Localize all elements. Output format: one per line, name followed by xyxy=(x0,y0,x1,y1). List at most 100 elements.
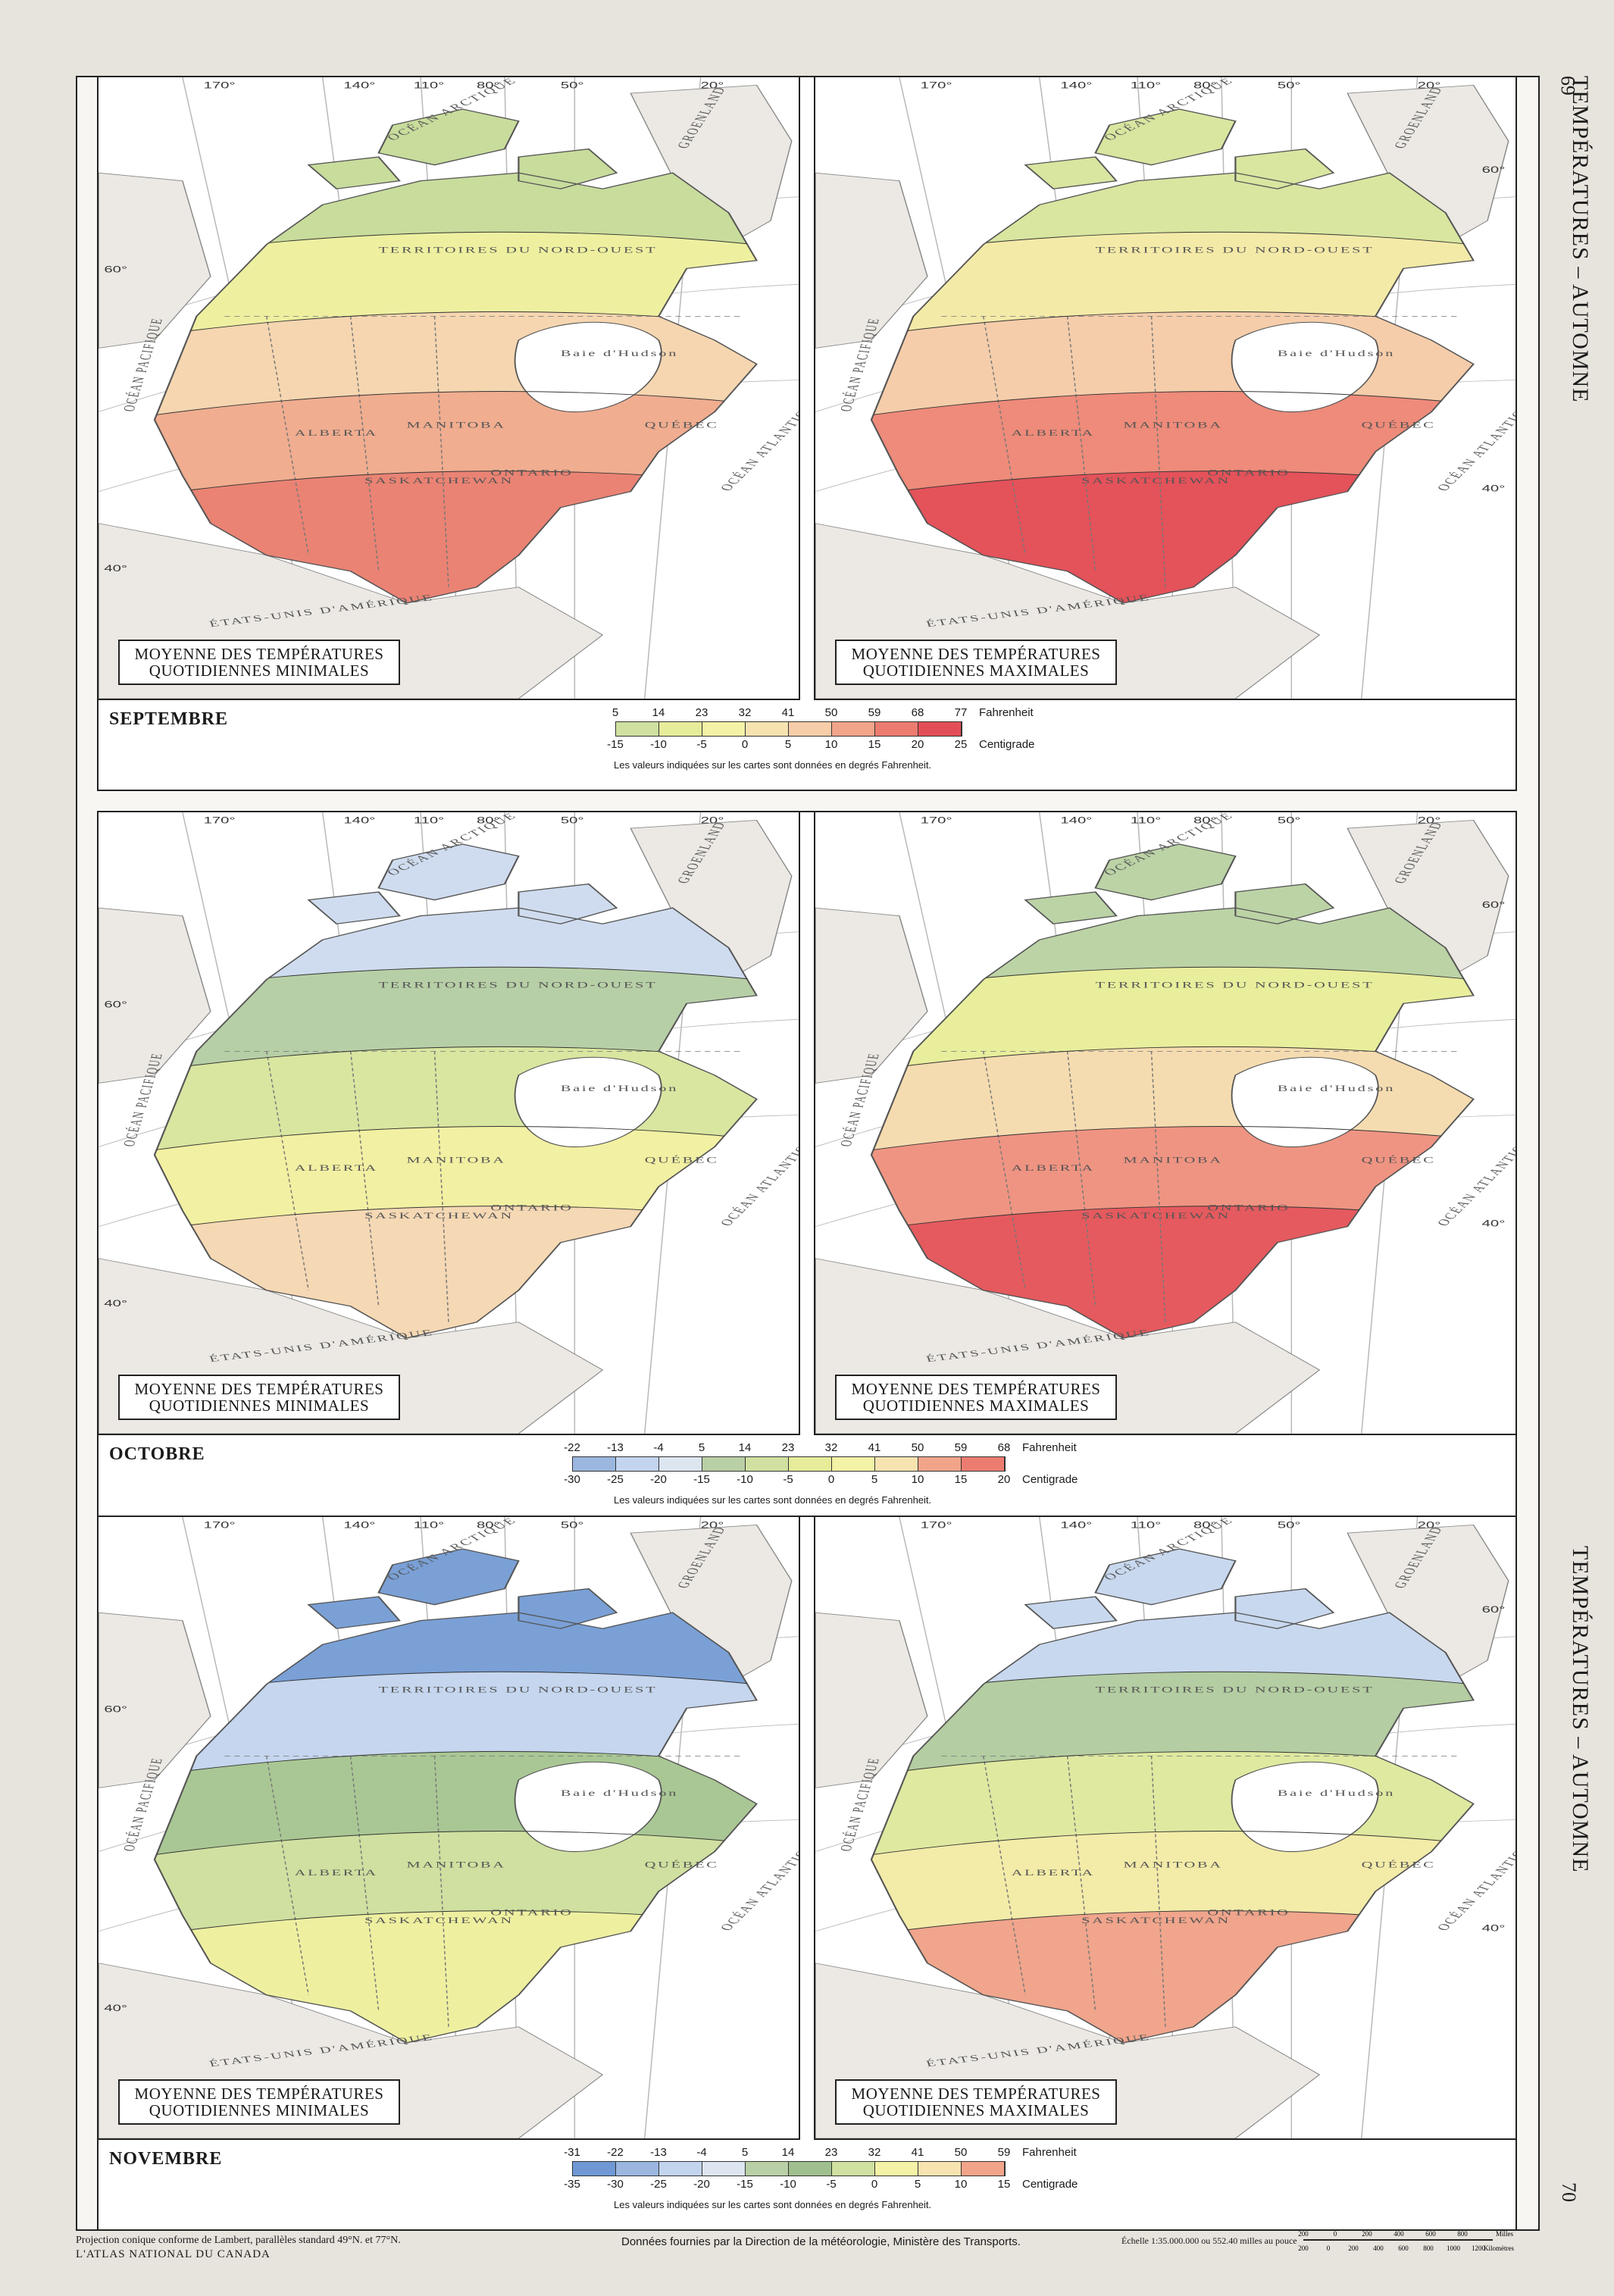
longitude-label: 170° xyxy=(204,80,236,90)
legend-swatch xyxy=(702,2162,746,2176)
legend-swatch xyxy=(702,1457,746,1471)
legend-swatch xyxy=(746,1457,789,1471)
fahrenheit-tick: -4 xyxy=(696,2146,707,2159)
unit-fahrenheit: Fahrenheit xyxy=(979,706,1034,719)
place-label: ONTARIO xyxy=(1207,1907,1290,1917)
place-label: OCÉAN ATLANTIQUE xyxy=(1434,1835,1515,1932)
latitude-label: 40° xyxy=(104,2003,127,2013)
legend-swatch xyxy=(702,722,746,736)
longitude-label: 110° xyxy=(1131,815,1161,825)
footer-projection: Projection conique conforme de Lambert, … xyxy=(76,2234,401,2261)
place-label: ONTARIO xyxy=(490,1907,573,1917)
celsius-tick: -15 xyxy=(693,1473,710,1486)
longitude-label: 50° xyxy=(561,80,584,90)
place-label: MANITOBA xyxy=(1124,420,1223,430)
mile-tick: 200 xyxy=(1362,2230,1372,2238)
place-label: SASKATCHEWAN xyxy=(1081,1916,1231,1925)
scale-note: Échelle 1:35.000.000 ou 552.40 milles au… xyxy=(1121,2235,1297,2246)
temperature-legend: -22 -13 -4 5 14 23 32 41 50 59 68 -30 -25 -20 -15 -10 -5… xyxy=(564,1441,1125,1517)
footer-source: Données fournies par la Direction de la … xyxy=(621,2235,1021,2248)
longitude-label: 20° xyxy=(1418,815,1441,825)
place-label: QUÉBEC xyxy=(645,1860,719,1869)
fahrenheit-tick: 41 xyxy=(781,706,795,719)
canada-outline xyxy=(153,108,759,604)
canada-outline xyxy=(870,1548,1475,2044)
map-title-box: MOYENNE DES TEMPÉRATURES QUOTIDIENNES MI… xyxy=(118,2079,400,2125)
province-boundaries xyxy=(941,315,1460,587)
page-number-bottom: 70 xyxy=(1558,2182,1580,2202)
place-label: TERRITOIRES DU NORD-OUEST xyxy=(1096,1684,1375,1694)
latitude-label: 40° xyxy=(1482,1923,1506,1933)
hudson-bay xyxy=(514,1056,662,1148)
province-boundaries xyxy=(224,1050,743,1322)
celsius-tick: 0 xyxy=(827,1473,835,1486)
km-tick: 200 xyxy=(1348,2244,1359,2252)
legend-swatch xyxy=(659,2162,702,2176)
celsius-tick: -10 xyxy=(780,2178,796,2191)
temperature-legend: 5 14 23 32 41 50 59 68 77 -15 -10 -5 0 5 10 15 20 25 Fahre… xyxy=(607,706,1082,782)
canada-outline xyxy=(870,108,1475,604)
longitude-label: 20° xyxy=(701,815,724,825)
place-label: ONTARIO xyxy=(490,1203,573,1212)
celsius-tick: 5 xyxy=(784,738,792,751)
alaska-land xyxy=(815,907,928,1084)
legend-swatch xyxy=(832,2162,875,2176)
legend-swatch xyxy=(875,2162,918,2176)
temperature-zone xyxy=(871,232,1474,349)
latitude-label: 60° xyxy=(104,1704,127,1714)
legend-swatch xyxy=(616,1457,659,1471)
place-label: Baie d'Hudson xyxy=(1278,1788,1395,1797)
legend-note: Les valeurs indiquées sur les cartes son… xyxy=(614,1494,932,1506)
fahrenheit-tick: -13 xyxy=(607,1441,624,1454)
canada-outline xyxy=(153,843,759,1339)
celsius-tick: 0 xyxy=(871,2178,878,2191)
celsius-tick: -20 xyxy=(650,1473,667,1486)
legend-swatch xyxy=(962,1457,1005,1471)
celsius-tick: -10 xyxy=(650,738,667,751)
place-label: SASKATCHEWAN xyxy=(364,1916,514,1925)
place-label: Baie d'Hudson xyxy=(1278,1083,1395,1093)
celsius-tick: 5 xyxy=(914,2178,921,2191)
place-label: ALBERTA xyxy=(1012,1163,1095,1173)
temperature-legend: -31 -22 -13 -4 5 14 23 32 41 50 59 -35 -30 -25 -20 -15-… xyxy=(564,2146,1125,2222)
fahrenheit-tick: 32 xyxy=(824,1441,838,1454)
legend-swatch xyxy=(616,2162,659,2176)
place-label: OCÉAN ATLANTIQUE xyxy=(1434,396,1515,493)
longitude-label: 50° xyxy=(561,1520,584,1530)
fahrenheit-tick: -22 xyxy=(607,2146,624,2159)
place-label: ALBERTA xyxy=(295,428,378,438)
latitude-label: 40° xyxy=(1482,1218,1506,1228)
temperature-zone xyxy=(871,391,1474,508)
place-label: QUÉBEC xyxy=(645,1155,719,1165)
map-max-novembre: OCÉAN ARCTIQUE GROENLAND Baie d'Hudson OCÉA… xyxy=(814,1516,1517,2140)
province-boundaries xyxy=(941,1050,1460,1322)
legend-swatch xyxy=(746,2162,789,2176)
legend-swatch xyxy=(789,722,832,736)
side-title-top: TEMPÉRATURES – AUTOMNE xyxy=(1568,76,1593,403)
km-label: Kilomètres xyxy=(1484,2244,1514,2252)
unit-celsius: Centigrade xyxy=(1022,2178,1078,2191)
map-max-septembre: OCÉAN ARCTIQUE GROENLAND Baie d'Hudson OCÉA… xyxy=(814,76,1517,700)
celsius-tick: -15 xyxy=(737,2178,753,2191)
temperature-zone xyxy=(154,1831,757,1947)
legend-swatch xyxy=(918,2162,962,2176)
celsius-tick: -15 xyxy=(607,738,624,751)
mile-tick: 600 xyxy=(1425,2230,1436,2238)
legend-swatch xyxy=(746,722,789,736)
place-label: ALBERTA xyxy=(295,1868,378,1878)
legend-swatch xyxy=(832,1457,875,1471)
km-tick: 800 xyxy=(1423,2244,1434,2252)
place-label: ONTARIO xyxy=(1207,468,1290,477)
fahrenheit-tick: -13 xyxy=(650,2146,667,2159)
longitude-label: 80° xyxy=(477,1520,500,1530)
miles-label: Milles xyxy=(1496,2230,1513,2238)
longitude-label: 170° xyxy=(921,80,952,90)
legend-swatches xyxy=(572,2161,1006,2176)
celsius-tick: 15 xyxy=(868,738,881,751)
place-label: TERRITOIRES DU NORD-OUEST xyxy=(1096,980,1375,990)
longitude-label: 110° xyxy=(414,815,444,825)
fahrenheit-tick: 5 xyxy=(698,1441,705,1454)
place-label: TERRITOIRES DU NORD-OUEST xyxy=(379,245,658,255)
